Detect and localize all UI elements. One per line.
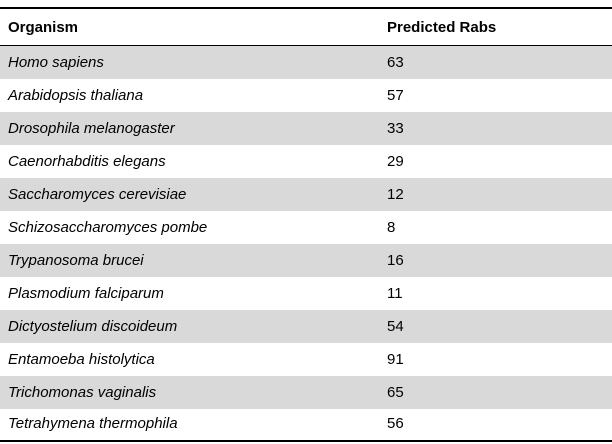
cell-organism: Saccharomyces cerevisiae (8, 186, 187, 203)
cell-organism: Dictyostelium discoideum (8, 318, 178, 335)
table-row: Homo sapiens 63 (0, 46, 612, 79)
table-bottom-rule (0, 440, 612, 442)
cell-predicted-rabs: 63 (387, 54, 404, 71)
cell-predicted-rabs: 56 (387, 415, 404, 432)
cell-organism: Schizosaccharomyces pombe (8, 219, 208, 236)
cell-predicted-rabs: 91 (387, 351, 404, 368)
table-row: Plasmodium falciparum 11 (0, 277, 612, 310)
cell-predicted-rabs: 33 (387, 120, 404, 137)
table-row: Trypanosoma brucei 16 (0, 244, 612, 277)
cell-predicted-rabs: 29 (387, 153, 404, 170)
table-row: Schizosaccharomyces pombe 8 (0, 211, 612, 244)
cell-organism: Trichomonas vaginalis (8, 384, 157, 401)
table-row: Trichomonas vaginalis 65 (0, 376, 612, 409)
cell-predicted-rabs: 11 (387, 285, 403, 302)
table-header-row: Organism Predicted Rabs (0, 9, 612, 45)
header-predicted-rabs: Predicted Rabs (387, 18, 497, 36)
cell-predicted-rabs: 57 (387, 87, 404, 104)
cell-predicted-rabs: 65 (387, 384, 404, 401)
cell-predicted-rabs: 54 (387, 318, 404, 335)
cell-organism: Caenorhabditis elegans (8, 153, 166, 170)
cell-organism: Plasmodium falciparum (8, 285, 164, 302)
table-row: Dictyostelium discoideum 54 (0, 310, 612, 343)
cell-organism: Homo sapiens (8, 54, 104, 71)
cell-organism: Drosophila melanogaster (8, 120, 175, 137)
cell-organism: Arabidopsis thaliana (8, 87, 144, 104)
cell-organism: Trypanosoma brucei (8, 252, 144, 269)
table-row: Drosophila melanogaster 33 (0, 112, 612, 145)
table-row: Caenorhabditis elegans 29 (0, 145, 612, 178)
table-top-rule (0, 7, 612, 9)
table-row: Saccharomyces cerevisiae 12 (0, 178, 612, 211)
table-row: Tetrahymena thermophila 56 (0, 407, 612, 440)
cell-predicted-rabs: 12 (387, 186, 404, 203)
cell-predicted-rabs: 16 (387, 252, 404, 269)
cell-organism: Tetrahymena thermophila (8, 415, 178, 432)
table-row: Arabidopsis thaliana 57 (0, 79, 612, 112)
table-header-rule (0, 45, 612, 46)
table-row: Entamoeba histolytica 91 (0, 343, 612, 376)
cell-predicted-rabs: 8 (387, 219, 396, 236)
header-organism: Organism (8, 18, 79, 36)
cell-organism: Entamoeba histolytica (8, 351, 155, 368)
